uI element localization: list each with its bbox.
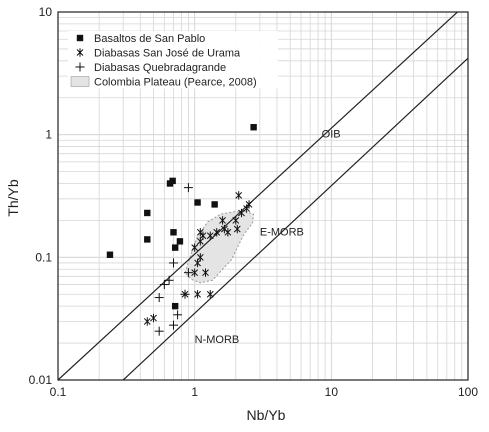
plot-frame: [57, 11, 469, 381]
legend: Basaltos de San Pablo Diabasas San José d…: [68, 31, 278, 89]
y-tick-label: 1: [45, 128, 52, 142]
point-basaltos: [176, 238, 184, 245]
point-basaltos: [144, 236, 151, 243]
legend-marker-quebradagrande: [75, 62, 85, 72]
point-urama: [233, 224, 241, 234]
point-basaltos: [194, 199, 201, 206]
reference-label-oib: OIB: [322, 128, 341, 140]
point-quebradagrande: [180, 289, 190, 299]
legend-label-quebradagrande: Diabasas Quebradagrande: [94, 62, 226, 74]
legend-label-urama: Diabasas San José de Urama: [94, 48, 241, 60]
point-quebradagrande: [164, 275, 174, 285]
point-urama: [232, 216, 240, 225]
point-quebradagrande: [154, 326, 164, 336]
point-quebradagrande: [183, 183, 193, 193]
point-basaltos: [169, 177, 176, 185]
point-basaltos: [171, 302, 179, 310]
reference-lines: OIB E-MORB N-MORB: [58, 12, 468, 380]
point-urama: [235, 191, 243, 200]
point-urama: [191, 243, 199, 252]
point-urama: [213, 228, 221, 237]
point-basaltos: [250, 124, 257, 131]
point-basaltos: [170, 229, 177, 236]
point-quebradagrande: [183, 268, 193, 278]
point-quebradagrande: [173, 310, 183, 320]
point-urama: [196, 228, 204, 237]
point-quebradagrande: [154, 293, 164, 303]
reference-label-n-morb: N-MORB: [195, 334, 240, 346]
reference-line-oib: [58, 12, 459, 380]
legend-label-basaltos: Basaltos de San Pablo: [94, 33, 205, 45]
reference-label-e-morb: E-MORB: [260, 227, 304, 239]
legend-bg: [68, 74, 278, 89]
legend-bg: [68, 31, 278, 45]
y-tick-label: 0.01: [29, 373, 53, 387]
point-urama: [199, 231, 207, 240]
reference-line-e-morb: [122, 57, 468, 380]
point-quebradagrande: [159, 280, 169, 290]
legend-marker-basaltos: [76, 34, 84, 42]
plot-border: [57, 11, 469, 381]
point-urama: [191, 268, 199, 277]
x-tick-label: 0.1: [50, 385, 67, 399]
point-basaltos: [144, 209, 151, 217]
point-basaltos: [211, 201, 218, 208]
legend-bg: [68, 45, 278, 60]
legend-marker-urama: [76, 48, 84, 57]
point-urama: [143, 317, 151, 326]
point-urama: [238, 208, 245, 218]
point-urama: [206, 290, 214, 299]
point-urama: [202, 268, 209, 277]
x-axis-label: Nb/Yb: [247, 407, 286, 423]
point-basaltos: [106, 251, 114, 258]
point-basaltos: [171, 244, 179, 251]
y-tick-label: 0.1: [35, 250, 52, 264]
point-urama: [196, 253, 204, 262]
legend-bg: [68, 60, 278, 74]
point-urama: [150, 313, 157, 323]
point-urama: [206, 231, 214, 240]
point-urama: [224, 228, 232, 237]
point-quebradagrande: [168, 258, 178, 268]
x-tick-label: 10: [325, 385, 339, 399]
legend-label-plateau: Colombia Plateau (Pearce, 2008): [94, 77, 257, 89]
point-urama: [245, 200, 253, 209]
point-urama: [194, 290, 201, 299]
legend-marker-plateau: [70, 76, 90, 87]
x-tick-label: 1: [191, 385, 198, 399]
x-tick-label: 100: [458, 385, 478, 399]
data-points: [106, 124, 257, 336]
point-urama: [219, 216, 226, 225]
y-tick-label: 10: [39, 5, 53, 19]
y-axis-label: Th/Yb: [5, 179, 21, 217]
point-quebradagrande: [168, 320, 178, 330]
